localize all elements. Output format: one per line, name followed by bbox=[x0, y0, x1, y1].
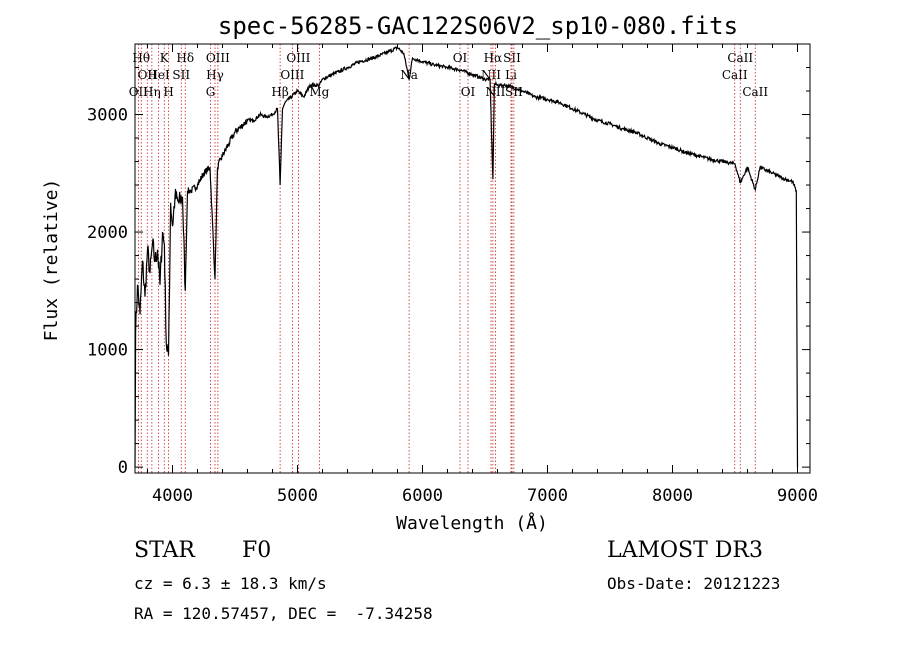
line-marker-label: OI bbox=[461, 85, 476, 99]
chart-title: spec-56285-GAC122S06V2_sp10-080.fits bbox=[218, 12, 738, 40]
line-marker-label: SII bbox=[172, 68, 190, 82]
line-marker-label: Hβ bbox=[271, 85, 288, 99]
line-marker-label: OIII bbox=[280, 68, 304, 82]
x-tick-label: 9000 bbox=[777, 486, 818, 506]
line-marker-label: CaII bbox=[727, 51, 753, 65]
plot-frame bbox=[134, 43, 811, 474]
line-marker-label: Hδ bbox=[176, 51, 194, 65]
x-tick-label: 6000 bbox=[402, 486, 443, 506]
ra-dec: RA = 120.57457, DEC = -7.34258 bbox=[134, 604, 433, 623]
line-marker-label: K bbox=[160, 51, 170, 65]
line-marker-label: OII bbox=[138, 68, 158, 82]
y-axis-label: Flux (relative) bbox=[41, 179, 62, 342]
axis-ticks: 4000 5000 6000 7000 8000 9000 0 1000 2000 3000 bbox=[87, 44, 818, 506]
object-subclass: F0 bbox=[242, 538, 272, 563]
line-marker-label: OI bbox=[453, 51, 468, 65]
y-tick-label: 2000 bbox=[87, 223, 128, 243]
obs-date: Obs-Date: 20121223 bbox=[607, 574, 781, 593]
line-marker-label: NII bbox=[485, 85, 505, 99]
x-tick-label: 7000 bbox=[527, 486, 568, 506]
object-class: STAR bbox=[134, 538, 195, 563]
line-marker-label: Hη bbox=[143, 85, 161, 99]
line-marker-label: NII bbox=[481, 68, 501, 82]
x-axis-label: Wavelength (Å) bbox=[396, 512, 548, 534]
x-tick-label: 8000 bbox=[652, 486, 693, 506]
y-tick-label: 0 bbox=[118, 458, 128, 478]
line-marker-label: OIII bbox=[286, 51, 310, 65]
line-marker-label: Mg bbox=[309, 85, 329, 99]
y-tick-label: 3000 bbox=[87, 106, 128, 126]
line-marker-label: Hα bbox=[484, 51, 503, 65]
y-tick-label: 1000 bbox=[87, 341, 128, 361]
line-marker-label: H bbox=[163, 85, 173, 99]
line-marker-label: HeI bbox=[147, 68, 170, 82]
line-marker-label: SII bbox=[503, 51, 521, 65]
line-marker-label: CaII bbox=[722, 68, 748, 82]
line-marker-label: G bbox=[206, 85, 216, 99]
spectrum-line bbox=[134, 46, 799, 468]
survey-name: LAMOST DR3 bbox=[607, 538, 763, 563]
redshift-value: cz = 6.3 ± 18.3 km/s bbox=[134, 574, 327, 593]
line-marker-label: Hγ bbox=[206, 68, 224, 82]
line-marker-label: OII bbox=[129, 85, 149, 99]
x-tick-label: 5000 bbox=[277, 486, 318, 506]
line-marker-label: CaII bbox=[742, 85, 768, 99]
line-marker-label: Hθ bbox=[132, 51, 150, 65]
line-marker-label: Li bbox=[505, 68, 517, 82]
line-marker-label: OIII bbox=[206, 51, 230, 65]
x-tick-label: 4000 bbox=[152, 486, 193, 506]
line-markers: OIIHθOIIHηHeIKHSIIHδGHγOIIIHβOIIIOIIIMgN… bbox=[129, 44, 768, 473]
line-marker-label: Na bbox=[400, 68, 418, 82]
